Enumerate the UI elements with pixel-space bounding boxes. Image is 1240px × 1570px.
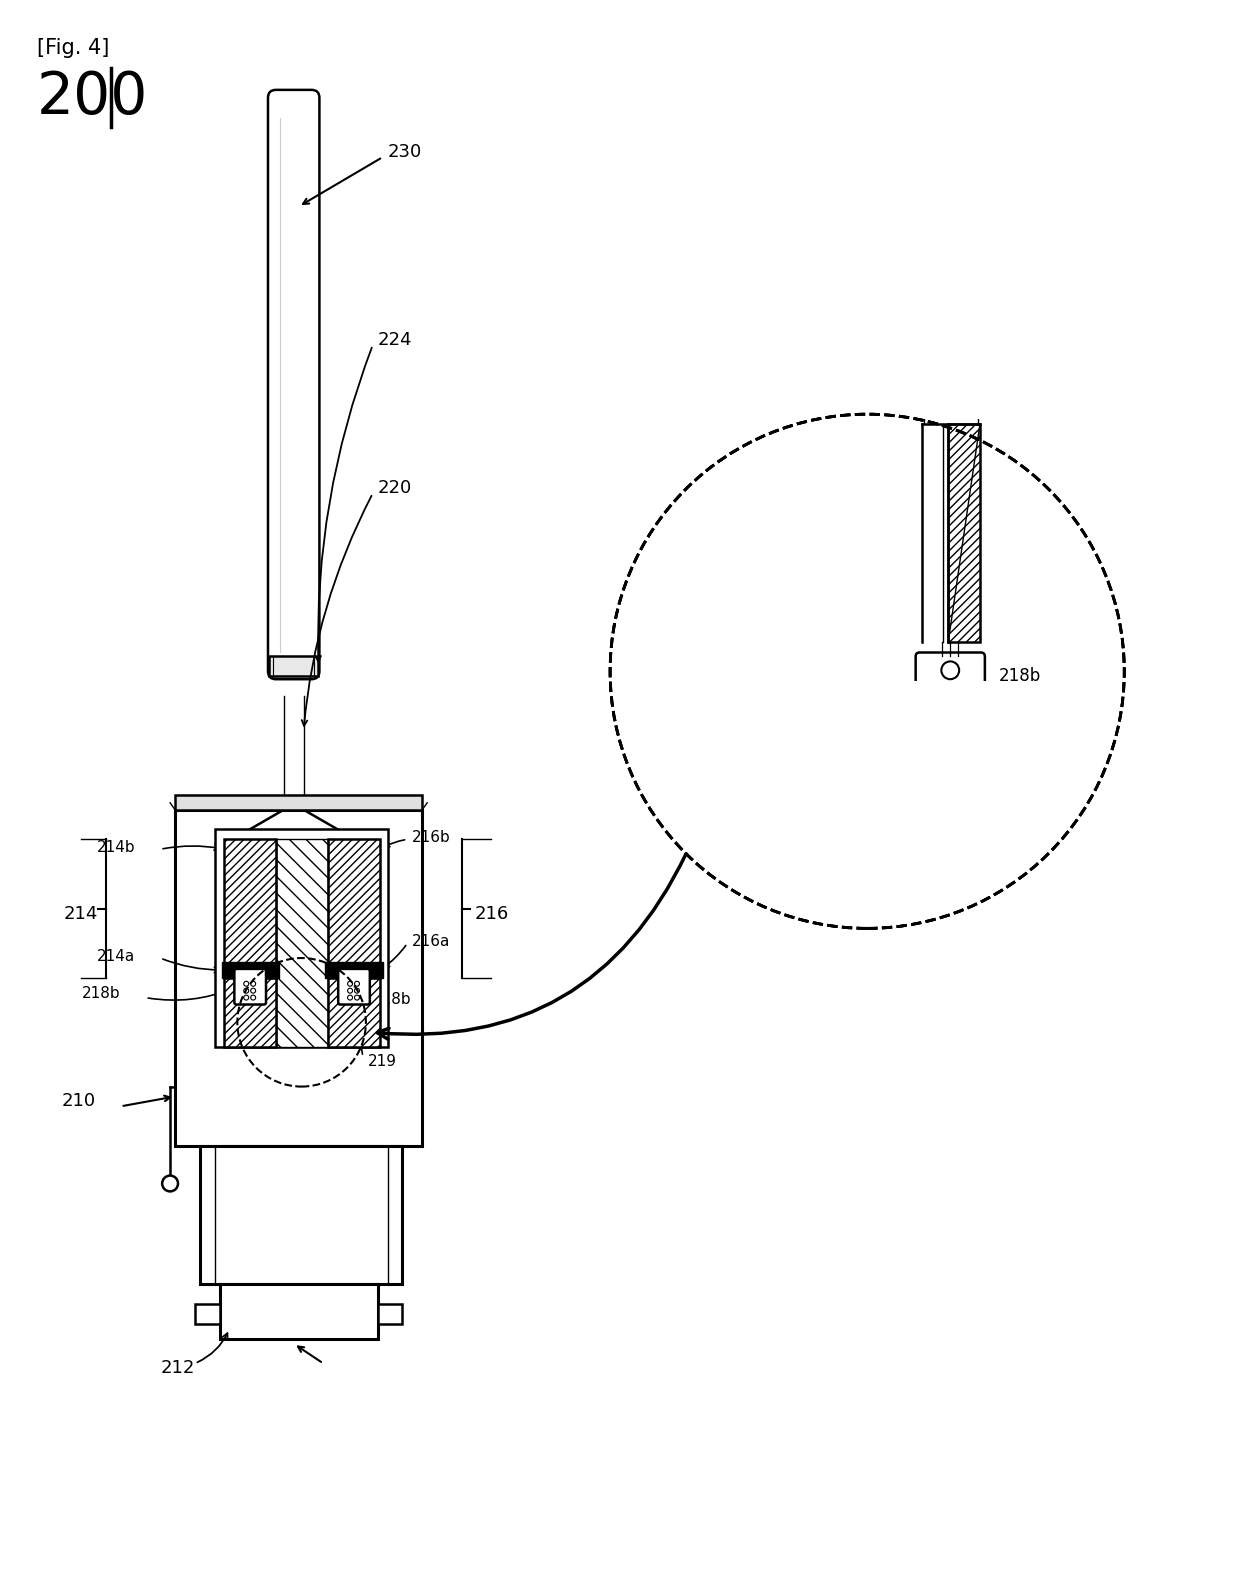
Bar — [1120, 364, 1240, 978]
Text: 214a: 214a — [97, 948, 135, 964]
Text: 212: 212 — [160, 1360, 195, 1377]
Text: 214: 214 — [64, 904, 98, 923]
Bar — [224, 840, 275, 978]
Bar — [949, 424, 980, 642]
FancyBboxPatch shape — [720, 653, 789, 739]
Bar — [175, 810, 423, 1146]
Text: 219: 219 — [368, 1055, 397, 1069]
Text: 219: 219 — [998, 711, 1030, 730]
Bar — [275, 840, 329, 1047]
Bar — [200, 1146, 403, 1284]
Circle shape — [745, 713, 764, 730]
Text: 230: 230 — [388, 143, 422, 162]
Text: [Fig. 4]: [Fig. 4] — [37, 38, 109, 58]
Text: 214b: 214b — [97, 840, 135, 854]
Bar — [378, 1305, 403, 1324]
Circle shape — [347, 981, 352, 986]
Circle shape — [355, 981, 360, 986]
Bar — [722, 424, 754, 642]
Bar — [325, 962, 383, 978]
Text: 210: 210 — [62, 1093, 95, 1110]
Circle shape — [734, 685, 751, 703]
Bar — [195, 1305, 219, 1324]
Polygon shape — [232, 810, 355, 840]
Bar — [215, 829, 388, 1047]
Bar — [560, 364, 857, 978]
Circle shape — [347, 988, 352, 994]
Text: 216a: 216a — [413, 934, 450, 948]
FancyBboxPatch shape — [915, 653, 985, 739]
Circle shape — [941, 661, 960, 680]
Text: 218b: 218b — [373, 992, 412, 1006]
Text: 216b: 216b — [413, 831, 451, 845]
Circle shape — [355, 995, 360, 1000]
FancyBboxPatch shape — [234, 969, 267, 1005]
Text: 224: 224 — [378, 331, 412, 349]
Bar — [754, 424, 775, 642]
Bar — [175, 794, 423, 810]
Text: 218b: 218b — [998, 667, 1040, 685]
Circle shape — [755, 706, 774, 725]
Circle shape — [745, 661, 764, 680]
FancyBboxPatch shape — [268, 89, 320, 680]
Text: 218b: 218b — [82, 986, 120, 1002]
Bar — [222, 962, 279, 978]
Circle shape — [250, 981, 255, 986]
Circle shape — [610, 414, 1125, 928]
Bar — [224, 978, 275, 1047]
Circle shape — [244, 995, 249, 1000]
Bar — [560, 221, 1174, 419]
Circle shape — [355, 988, 360, 994]
Circle shape — [930, 706, 947, 725]
Circle shape — [930, 685, 947, 703]
Circle shape — [941, 713, 960, 730]
FancyBboxPatch shape — [339, 969, 370, 1005]
Circle shape — [755, 685, 774, 703]
Bar — [219, 1284, 378, 1339]
Text: 220: 220 — [378, 479, 412, 498]
Circle shape — [250, 995, 255, 1000]
Text: 218b: 218b — [667, 667, 709, 685]
Text: 200: 200 — [37, 69, 148, 126]
Bar — [560, 681, 1174, 978]
Circle shape — [250, 988, 255, 994]
Circle shape — [347, 995, 352, 1000]
Circle shape — [162, 1176, 179, 1192]
Bar — [329, 978, 379, 1047]
Circle shape — [951, 706, 968, 725]
Circle shape — [734, 706, 751, 725]
Circle shape — [244, 988, 249, 994]
Bar — [269, 656, 319, 677]
Bar — [329, 840, 379, 978]
Circle shape — [951, 685, 968, 703]
Circle shape — [244, 981, 249, 986]
Text: 216: 216 — [475, 904, 508, 923]
